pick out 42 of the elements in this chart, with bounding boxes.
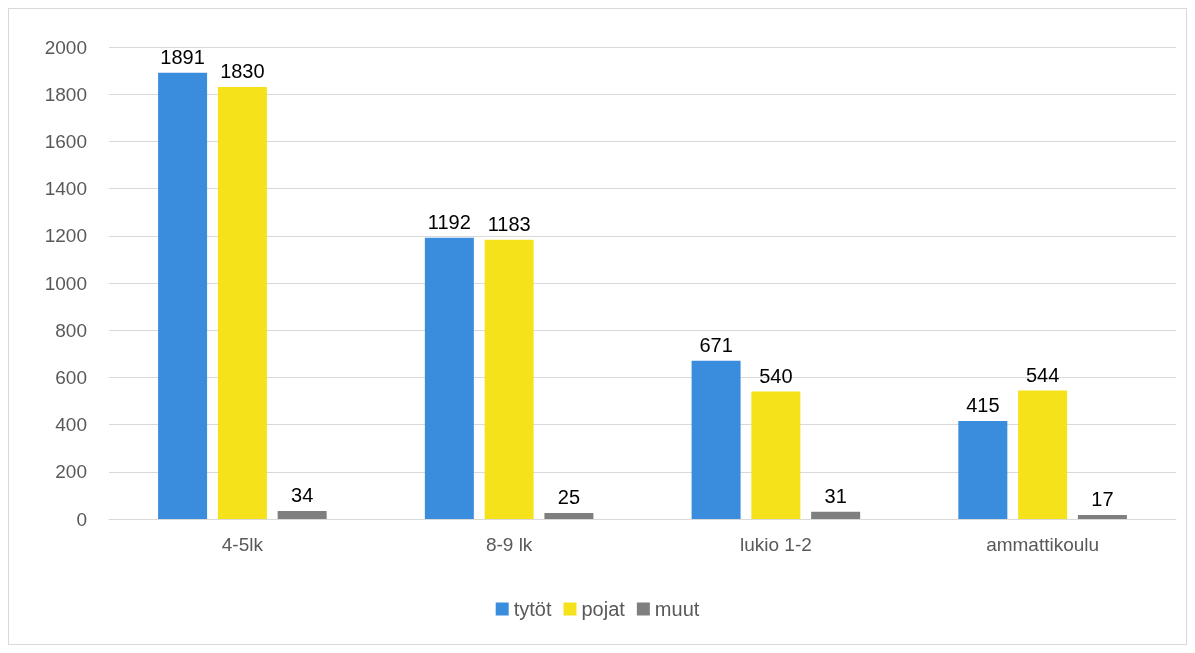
- bar: [1018, 390, 1068, 519]
- legend-label: pojat: [581, 598, 626, 620]
- data-label: 25: [557, 486, 581, 509]
- legend-label: tytöt: [513, 598, 552, 620]
- y-tick-label: 600: [55, 366, 87, 388]
- bar: [751, 391, 801, 519]
- y-tick-label: 1800: [44, 83, 87, 105]
- y-tick-label: 400: [55, 414, 87, 436]
- data-label: 415: [966, 394, 1000, 417]
- x-tick-label: 8-9 lk: [485, 534, 533, 555]
- bar: [217, 87, 267, 519]
- y-tick-label: 0: [76, 508, 87, 530]
- data-label: 1183: [487, 212, 531, 235]
- data-label: 544: [1025, 363, 1060, 386]
- x-tick-label: lukio 1-2: [739, 534, 812, 555]
- bar: [958, 421, 1008, 519]
- y-tick-label: 200: [55, 461, 87, 483]
- y-tick-label: 800: [55, 319, 87, 341]
- data-label: 31: [824, 484, 847, 507]
- bar: [484, 239, 534, 519]
- data-label: 1891: [160, 45, 205, 68]
- data-label: 17: [1091, 487, 1114, 510]
- bar: [811, 511, 861, 519]
- x-tick-label: 4-5lk: [221, 534, 264, 555]
- data-label: 540: [759, 364, 793, 387]
- x-tick-label: ammattikoulu: [986, 534, 1100, 555]
- y-tick-label: 1400: [44, 178, 87, 200]
- bar: [158, 72, 208, 519]
- data-label: 671: [699, 333, 733, 356]
- bar: [691, 360, 741, 519]
- bar: [544, 513, 594, 519]
- y-tick-label: 1000: [44, 272, 87, 294]
- y-tick-label: 1200: [44, 225, 87, 247]
- bar: [424, 237, 474, 519]
- bar: [277, 510, 327, 519]
- data-label: 1830: [220, 60, 265, 83]
- y-tick-label: 2000: [44, 36, 87, 58]
- data-label: 1192: [427, 210, 471, 233]
- bar: [1077, 514, 1127, 519]
- y-tick-label: 1600: [44, 130, 87, 152]
- data-label: 34: [291, 483, 314, 506]
- legend-label: muut: [654, 598, 700, 620]
